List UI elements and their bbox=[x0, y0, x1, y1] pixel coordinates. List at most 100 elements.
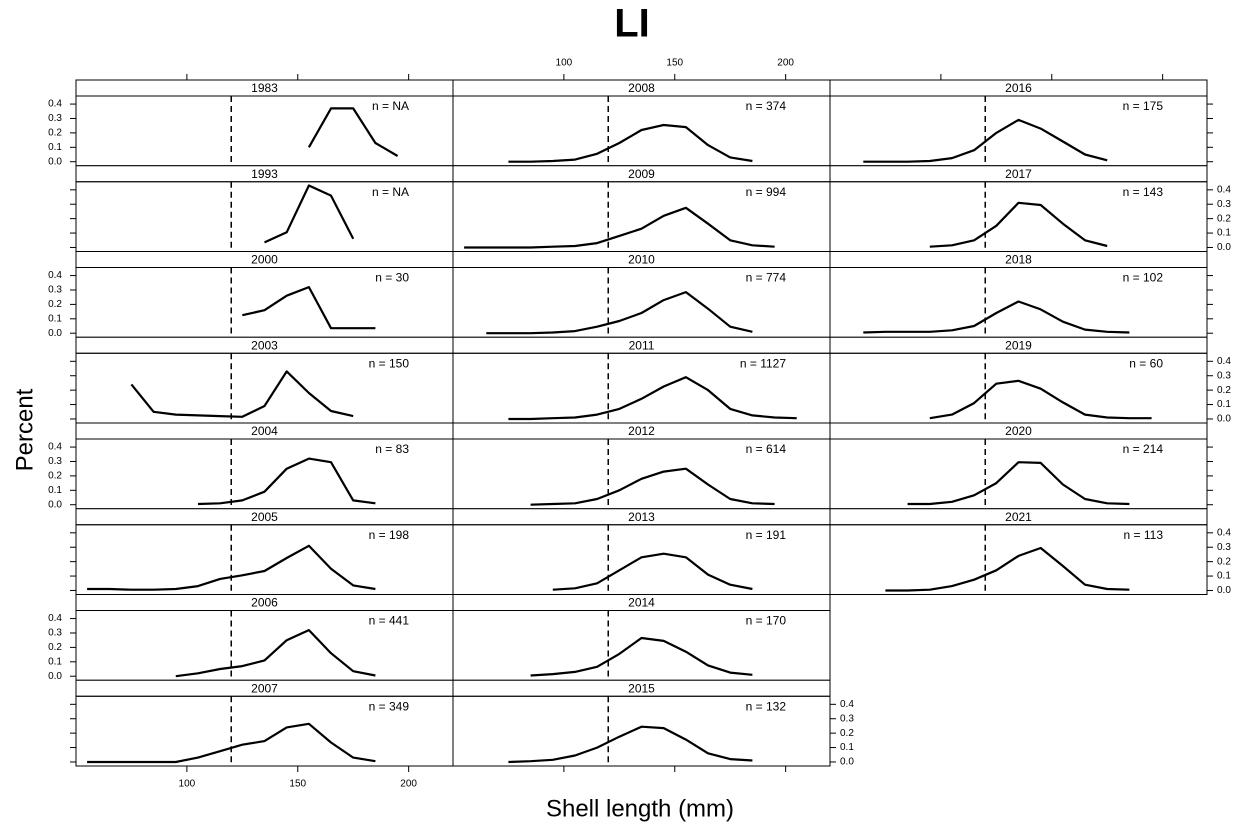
y-tick-label: 0.0 bbox=[1217, 414, 1231, 425]
data-line bbox=[508, 725, 753, 764]
n-label: n = 214 bbox=[1123, 442, 1164, 456]
y-tick-label: 0.0 bbox=[840, 757, 854, 768]
y-tick-label: 0.4 bbox=[1217, 356, 1231, 367]
n-label: n = 1127 bbox=[740, 356, 786, 370]
strip-label: 2008 bbox=[628, 81, 655, 95]
y-tick-label: 0.3 bbox=[48, 285, 62, 296]
data-line bbox=[508, 123, 753, 163]
y-tick-label: 0.2 bbox=[48, 642, 62, 653]
y-tick-label: 0.3 bbox=[1217, 199, 1231, 210]
data-line bbox=[863, 300, 1130, 334]
n-label: n = NA bbox=[372, 99, 409, 113]
n-label: n = NA bbox=[372, 185, 409, 199]
n-label: n = 198 bbox=[369, 528, 410, 542]
y-tick-label: 0.4 bbox=[48, 442, 62, 453]
y-tick-label: 0.2 bbox=[840, 728, 854, 739]
y-tick-label: 0.0 bbox=[48, 328, 62, 339]
x-tick-label: 200 bbox=[400, 779, 417, 790]
n-label: n = 102 bbox=[1123, 271, 1164, 285]
y-tick-label: 0.1 bbox=[1217, 399, 1231, 410]
y-tick-label: 0.0 bbox=[1217, 585, 1231, 596]
n-label: n = 30 bbox=[375, 271, 409, 285]
y-tick-label: 0.4 bbox=[840, 699, 854, 710]
strip-label: 2021 bbox=[1005, 510, 1032, 524]
n-label: n = 60 bbox=[1129, 356, 1163, 370]
y-tick-label: 0.0 bbox=[48, 671, 62, 682]
y-tick-label: 0.4 bbox=[48, 270, 62, 281]
n-label: n = 113 bbox=[1124, 528, 1164, 542]
n-label: n = 143 bbox=[1123, 185, 1164, 199]
x-axis-label: Shell length (mm) bbox=[546, 795, 734, 822]
strip-label: 2003 bbox=[251, 338, 278, 352]
x-tick-label: 150 bbox=[289, 779, 306, 790]
y-tick-label: 0.2 bbox=[48, 471, 62, 482]
data-line bbox=[530, 636, 753, 677]
data-line bbox=[264, 184, 355, 244]
x-tick-label: 100 bbox=[556, 58, 573, 69]
data-line bbox=[87, 722, 376, 764]
data-line bbox=[175, 628, 376, 678]
n-label: n = 994 bbox=[746, 185, 787, 199]
strip-label: 2013 bbox=[628, 510, 655, 524]
strip-label: 2015 bbox=[628, 681, 655, 695]
strip-label: 2017 bbox=[1005, 167, 1032, 181]
data-line bbox=[464, 206, 775, 249]
panel bbox=[829, 524, 1208, 595]
chart-title: LI bbox=[614, 2, 650, 46]
panel bbox=[452, 695, 831, 767]
y-tick-label: 0.1 bbox=[48, 313, 62, 324]
y-tick-label: 0.2 bbox=[1217, 556, 1231, 567]
y-tick-label: 0.3 bbox=[48, 113, 62, 124]
y-tick-label: 0.2 bbox=[1217, 213, 1231, 224]
strip-label: 2020 bbox=[1005, 424, 1032, 438]
strip-label: 2004 bbox=[251, 424, 278, 438]
x-tick-label: 100 bbox=[179, 779, 196, 790]
y-tick-label: 0.2 bbox=[48, 128, 62, 139]
y-tick-label: 0.1 bbox=[840, 742, 854, 753]
strip-label: 2019 bbox=[1005, 338, 1032, 352]
x-tick-label: 200 bbox=[777, 58, 794, 69]
y-tick-label: 0.3 bbox=[1217, 370, 1231, 381]
n-label: n = 774 bbox=[746, 271, 787, 285]
y-tick-label: 0.0 bbox=[1217, 242, 1231, 253]
strip-label: 2007 bbox=[251, 681, 278, 695]
strip-label: 2005 bbox=[251, 510, 278, 524]
strip-label: 2010 bbox=[628, 253, 655, 267]
data-line bbox=[242, 286, 376, 330]
data-line bbox=[130, 370, 354, 418]
y-tick-label: 0.3 bbox=[48, 456, 62, 467]
data-line bbox=[552, 552, 753, 591]
n-label: n = 150 bbox=[369, 356, 410, 370]
n-label: n = 175 bbox=[1123, 99, 1164, 113]
strip-label: 2011 bbox=[629, 338, 655, 352]
y-tick-label: 0.2 bbox=[48, 299, 62, 310]
data-line bbox=[885, 546, 1130, 592]
data-line bbox=[907, 461, 1130, 506]
y-tick-label: 0.4 bbox=[1217, 527, 1231, 538]
y-tick-label: 0.4 bbox=[48, 99, 62, 110]
n-label: n = 614 bbox=[746, 442, 787, 456]
n-label: n = 132 bbox=[746, 699, 787, 713]
data-line bbox=[530, 467, 775, 506]
x-tick-label: 150 bbox=[666, 58, 683, 69]
n-label: n = 374 bbox=[746, 99, 787, 113]
y-tick-label: 0.1 bbox=[48, 142, 62, 153]
y-tick-label: 0.0 bbox=[48, 156, 62, 167]
data-line bbox=[929, 379, 1152, 420]
data-line bbox=[929, 201, 1108, 248]
y-tick-label: 0.3 bbox=[48, 628, 62, 639]
data-line bbox=[863, 118, 1108, 163]
n-label: n = 349 bbox=[369, 699, 410, 713]
strip-label: 2009 bbox=[628, 167, 655, 181]
data-line bbox=[87, 544, 376, 591]
n-label: n = 170 bbox=[746, 614, 787, 628]
strip-label: 1993 bbox=[251, 167, 278, 181]
data-line bbox=[486, 291, 753, 335]
y-tick-label: 0.1 bbox=[1217, 571, 1231, 582]
strip-label: 2000 bbox=[251, 253, 278, 267]
data-line bbox=[307, 107, 399, 157]
data-line bbox=[197, 457, 376, 506]
strip-label: 2012 bbox=[628, 424, 655, 438]
n-label: n = 191 bbox=[746, 528, 787, 542]
